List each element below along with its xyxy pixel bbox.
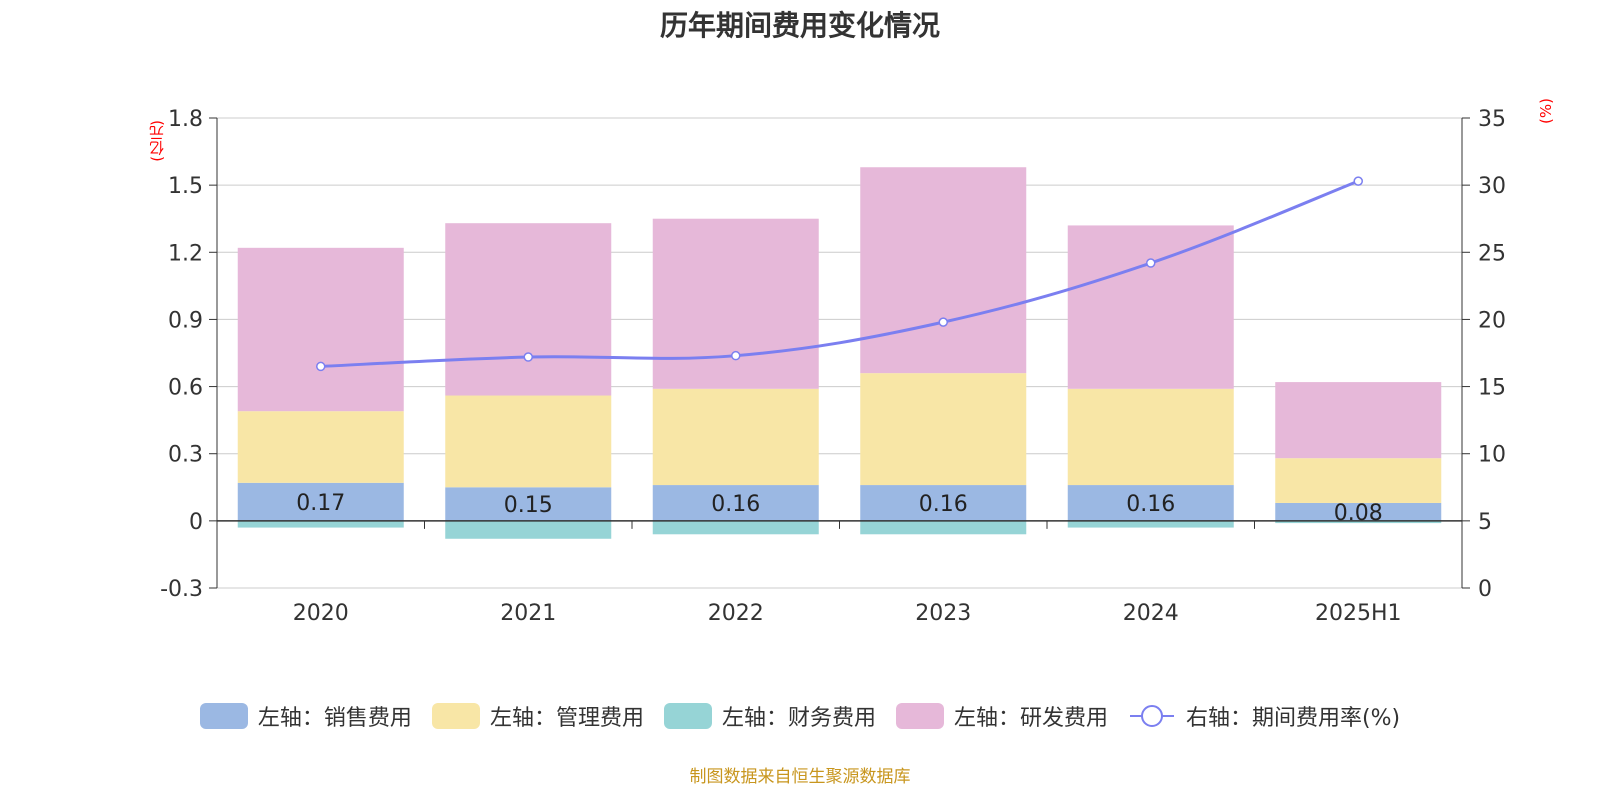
rate-point xyxy=(523,352,533,362)
legend-swatch-rnd xyxy=(895,703,944,729)
left-tick-label: 1.2 xyxy=(168,241,203,266)
bar-segment xyxy=(237,482,404,521)
legend-item-admin[interactable]: 左轴：管理费用 xyxy=(431,700,644,732)
legend-line-symbol xyxy=(1129,705,1174,727)
right-tick-label: 30 xyxy=(1478,174,1506,199)
right-tick-label: 5 xyxy=(1478,510,1492,535)
category-label: 2024 xyxy=(1123,601,1179,626)
bar-segment xyxy=(860,485,1027,521)
data-label: 0.16 xyxy=(919,492,968,517)
bar-segment xyxy=(652,218,819,389)
bar-segment xyxy=(445,487,612,521)
rate-point xyxy=(938,317,948,327)
bar-segment xyxy=(1067,520,1234,528)
right-tick-label: 15 xyxy=(1478,376,1506,401)
right-tick-label: 25 xyxy=(1478,241,1506,266)
bar-segment xyxy=(652,520,819,535)
bar-segment xyxy=(237,411,404,483)
bar-segment xyxy=(1275,520,1442,524)
rate-point xyxy=(316,361,326,372)
legend-item-rate[interactable]: 右轴：期间费用率(%) xyxy=(1128,700,1400,732)
bar-segment xyxy=(237,247,404,412)
legend-swatch-admin xyxy=(431,703,480,729)
rate-line xyxy=(320,179,1359,368)
category-label: 2025H1 xyxy=(1315,601,1402,626)
legend-label-rate: 右轴：期间费用率(%) xyxy=(1185,706,1401,731)
rate-point xyxy=(1146,258,1156,268)
legend-item-rnd[interactable]: 左轴：研发费用 xyxy=(895,700,1108,732)
data-label: 0.16 xyxy=(711,492,760,517)
left-tick-label: 0 xyxy=(189,510,203,535)
legend-label-sales: 左轴：销售费用 xyxy=(257,706,412,731)
bar-segment xyxy=(860,520,1027,535)
category-label: 2021 xyxy=(500,601,556,626)
category-label: 2023 xyxy=(915,601,971,626)
data-label: 0.16 xyxy=(1126,492,1175,517)
left-tick-label: 0.6 xyxy=(168,376,203,401)
bar-segment xyxy=(1275,382,1442,459)
bar-segment xyxy=(1067,388,1234,486)
legend-item-sales[interactable]: 左轴：销售费用 xyxy=(199,700,412,732)
category-label: 2020 xyxy=(293,601,349,626)
legend-label-admin: 左轴：管理费用 xyxy=(489,706,644,731)
category-label: 2022 xyxy=(708,601,764,626)
right-tick-label: 10 xyxy=(1478,443,1506,468)
legend-item-finance[interactable]: 左轴：财务费用 xyxy=(663,700,876,732)
bar-segment xyxy=(445,520,612,539)
left-tick-label: 1.5 xyxy=(168,174,203,199)
legend-label-finance: 左轴：财务费用 xyxy=(721,706,876,731)
bar-segment xyxy=(445,395,612,488)
right-tick-label: 20 xyxy=(1478,308,1506,333)
bar-segment xyxy=(237,520,404,528)
bar-segment xyxy=(445,223,612,396)
rate-point xyxy=(1353,176,1363,186)
legend-swatch-sales xyxy=(199,703,248,729)
data-label: 0.15 xyxy=(504,493,553,518)
bar-segment xyxy=(860,373,1027,486)
bar-segment xyxy=(652,388,819,486)
legend-label-rnd: 左轴：研发费用 xyxy=(953,706,1108,731)
data-label: 0.17 xyxy=(296,491,345,516)
bar-segment xyxy=(1067,225,1234,389)
source-note: 制图数据来自恒生聚源数据库 xyxy=(689,767,911,787)
chart-plot: 1.8 1.5 1.2 0.9 0.6 0.3 0 -0.3 35 30 25 20 15 10 5 0 0.1… xyxy=(160,107,1506,626)
right-tick-label: 0 xyxy=(1478,577,1492,602)
bar-segment xyxy=(652,485,819,521)
bar-segment xyxy=(1067,485,1234,521)
left-tick-label: -0.3 xyxy=(160,577,203,602)
bar-segment xyxy=(860,167,1027,374)
chart-title: 历年期间费用变化情况 xyxy=(659,9,940,42)
left-tick-label: 1.8 xyxy=(168,107,203,132)
bar-segment xyxy=(1275,458,1442,503)
legend-swatch-finance xyxy=(663,703,712,729)
bar-segment xyxy=(1275,502,1442,521)
right-tick-label: 35 xyxy=(1478,107,1506,132)
left-tick-label: 0.3 xyxy=(168,443,203,468)
data-label: 0.08 xyxy=(1334,501,1383,526)
rate-point xyxy=(731,350,741,361)
legend: 左轴：销售费用 左轴：管理费用 左轴：财务费用 左轴：研发费用 右轴：期间费用率… xyxy=(0,700,1600,732)
left-tick-label: 0.9 xyxy=(168,308,203,333)
